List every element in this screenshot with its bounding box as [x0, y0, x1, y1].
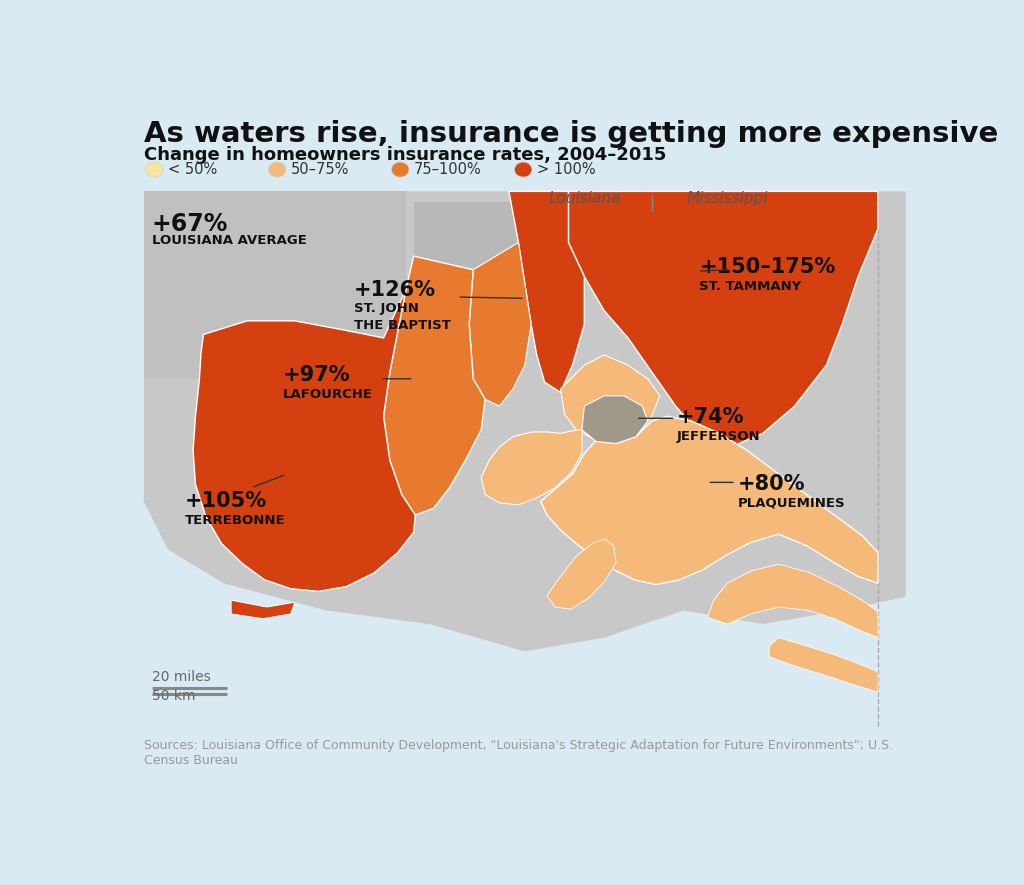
Text: 75–100%: 75–100% — [414, 162, 481, 177]
Text: > 100%: > 100% — [537, 162, 595, 177]
Text: +74%: +74% — [677, 407, 744, 427]
Circle shape — [145, 162, 163, 177]
Text: LAFOURCHE: LAFOURCHE — [283, 388, 373, 401]
Text: 50–75%: 50–75% — [291, 162, 349, 177]
Polygon shape — [384, 256, 485, 515]
Polygon shape — [769, 638, 878, 692]
Text: Mississippi: Mississippi — [686, 191, 768, 206]
Text: 20 miles: 20 miles — [152, 670, 211, 684]
Text: Louisiana: Louisiana — [548, 191, 621, 206]
Text: PLAQUEMINES: PLAQUEMINES — [737, 496, 845, 510]
Text: Sources: Louisiana Office of Community Development, "Louisiana's Strategic Adapt: Sources: Louisiana Office of Community D… — [143, 739, 893, 766]
Text: JEFFERSON: JEFFERSON — [677, 430, 761, 442]
Text: +80%: +80% — [737, 474, 805, 494]
Polygon shape — [509, 191, 585, 392]
Text: +105%: +105% — [185, 491, 267, 512]
Circle shape — [514, 162, 531, 177]
Polygon shape — [128, 191, 922, 727]
Text: As waters rise, insurance is getting more expensive: As waters rise, insurance is getting mor… — [143, 119, 998, 148]
Circle shape — [268, 162, 286, 177]
Polygon shape — [582, 396, 648, 443]
Polygon shape — [469, 242, 531, 406]
Text: TERREBONNE: TERREBONNE — [185, 513, 286, 527]
Text: ST. TAMMANY: ST. TAMMANY — [699, 280, 802, 293]
Polygon shape — [143, 191, 406, 379]
Text: +126%: +126% — [354, 280, 436, 300]
Text: < 50%: < 50% — [168, 162, 217, 177]
Text: LOUISIANA AVERAGE: LOUISIANA AVERAGE — [152, 235, 306, 247]
Text: +97%: +97% — [283, 366, 350, 385]
Polygon shape — [194, 290, 416, 591]
Polygon shape — [708, 564, 878, 638]
Text: +150–175%: +150–175% — [699, 258, 836, 278]
Polygon shape — [560, 355, 659, 443]
Text: 50 km: 50 km — [152, 689, 196, 704]
Polygon shape — [547, 539, 616, 609]
Text: Change in homeowners insurance rates, 2004–2015: Change in homeowners insurance rates, 20… — [143, 146, 667, 164]
Polygon shape — [231, 600, 295, 619]
Polygon shape — [414, 202, 564, 283]
Polygon shape — [568, 191, 878, 447]
Polygon shape — [481, 430, 582, 504]
Polygon shape — [541, 416, 878, 585]
Circle shape — [391, 162, 409, 177]
Text: ST. JOHN
THE BAPTIST: ST. JOHN THE BAPTIST — [354, 303, 451, 332]
Text: +67%: +67% — [152, 212, 228, 235]
Polygon shape — [143, 191, 905, 651]
